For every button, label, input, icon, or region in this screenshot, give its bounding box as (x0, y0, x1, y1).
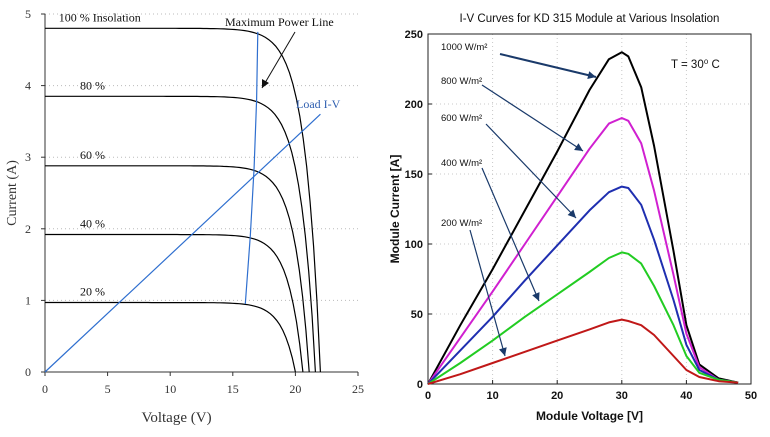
x-tick-label: 40 (680, 390, 692, 402)
iv-curve-3 (45, 233, 304, 373)
y-axis-title: Module Current [A] (388, 155, 402, 264)
x-tick-label: 5 (105, 382, 111, 396)
left-chart-panel: 0 5 10 15 20 25 0 1 2 3 4 5 Voltage (V) Current (A) 10… (0, 0, 385, 432)
y-tick-label: 0 (25, 365, 31, 379)
x-tick-label: 25 (352, 382, 364, 396)
x-axis-title: Voltage (V) (141, 410, 211, 426)
iv-curve-1 (45, 95, 316, 373)
series-arrowhead (587, 71, 596, 79)
x-tick-label: 20 (551, 390, 563, 402)
x-tick-label: 30 (616, 390, 628, 402)
series-arrowhead (532, 292, 540, 301)
max-power-line-label: Maximum Power Line (225, 15, 334, 29)
y-tick-label: 100 (405, 239, 423, 251)
series-arrow (481, 167, 540, 302)
load-line (44, 113, 321, 373)
x-tick-label: 0 (425, 390, 431, 402)
y-tick-label: 250 (405, 29, 423, 41)
chart-title: I-V Curves for KD 315 Module at Various … (460, 13, 720, 25)
curve-label: 60 % (80, 148, 105, 162)
y-tick-label: 2 (25, 222, 31, 236)
plot-frame (427, 33, 752, 385)
max-power-arrowhead (262, 79, 269, 88)
curve-label: 40 % (80, 217, 105, 231)
y-tick-label: 5 (25, 7, 31, 21)
series-arrow (485, 123, 577, 219)
temperature-annotation: T = 30⁰ C (671, 59, 720, 71)
y-tick-label: 1 (25, 293, 31, 307)
max-power-arrow (261, 31, 296, 89)
iv-curve-2 (45, 165, 310, 373)
curve-label: 80 % (80, 78, 105, 92)
x-tick-label: 50 (745, 390, 757, 402)
curve-label: 20 % (80, 285, 105, 299)
series-line-0 (427, 51, 739, 385)
curve-label: 100 % Insolation (59, 10, 141, 24)
y-tick-label: 150 (405, 169, 423, 181)
iv-curve-0 (45, 27, 321, 373)
x-tick-label: 10 (486, 390, 498, 402)
x-axis-title: Module Voltage [V] (536, 409, 643, 423)
left-iv-chart: 0 5 10 15 20 25 0 1 2 3 4 5 Voltage (V) Current (A) 10… (5, 7, 364, 426)
y-tick-label: 50 (411, 309, 423, 321)
y-tick-label: 4 (25, 79, 31, 93)
load-line-label: Load I-V (296, 97, 341, 111)
x-tick-label: 20 (289, 382, 301, 396)
series-arrow (499, 53, 597, 78)
series-label: 200 W/m² (441, 218, 482, 229)
y-tick-label: 200 (405, 99, 423, 111)
series-label: 400 W/m² (441, 158, 482, 169)
series-arrow (469, 229, 506, 357)
series-label: 1000 W/m² (441, 42, 487, 53)
series-arrowhead (567, 209, 576, 218)
y-tick-label: 3 (25, 150, 31, 164)
series-line-1 (427, 117, 739, 385)
series-line-2 (427, 185, 739, 385)
y-axis-title: Current (A) (5, 160, 20, 226)
iv-curve-4 (45, 301, 296, 373)
x-tick-label: 15 (227, 382, 239, 396)
series-arrowhead (574, 143, 583, 151)
right-chart-panel: 0 10 20 30 40 50 0 50 100 150 200 250 I-V Curves for… (385, 0, 770, 432)
series-line-3 (427, 251, 739, 385)
series-arrow (481, 84, 584, 152)
x-tick-label: 10 (164, 382, 176, 396)
series-line-4 (427, 318, 739, 385)
x-tick-label: 0 (42, 382, 48, 396)
y-tick-label: 0 (417, 379, 423, 391)
max-power-line (244, 31, 259, 305)
series-label: 800 W/m² (441, 76, 482, 87)
series-arrowhead (499, 347, 507, 356)
right-iv-chart: 0 10 20 30 40 50 0 50 100 150 200 250 I-V Curves for… (388, 13, 757, 423)
series-label: 600 W/m² (441, 113, 482, 124)
